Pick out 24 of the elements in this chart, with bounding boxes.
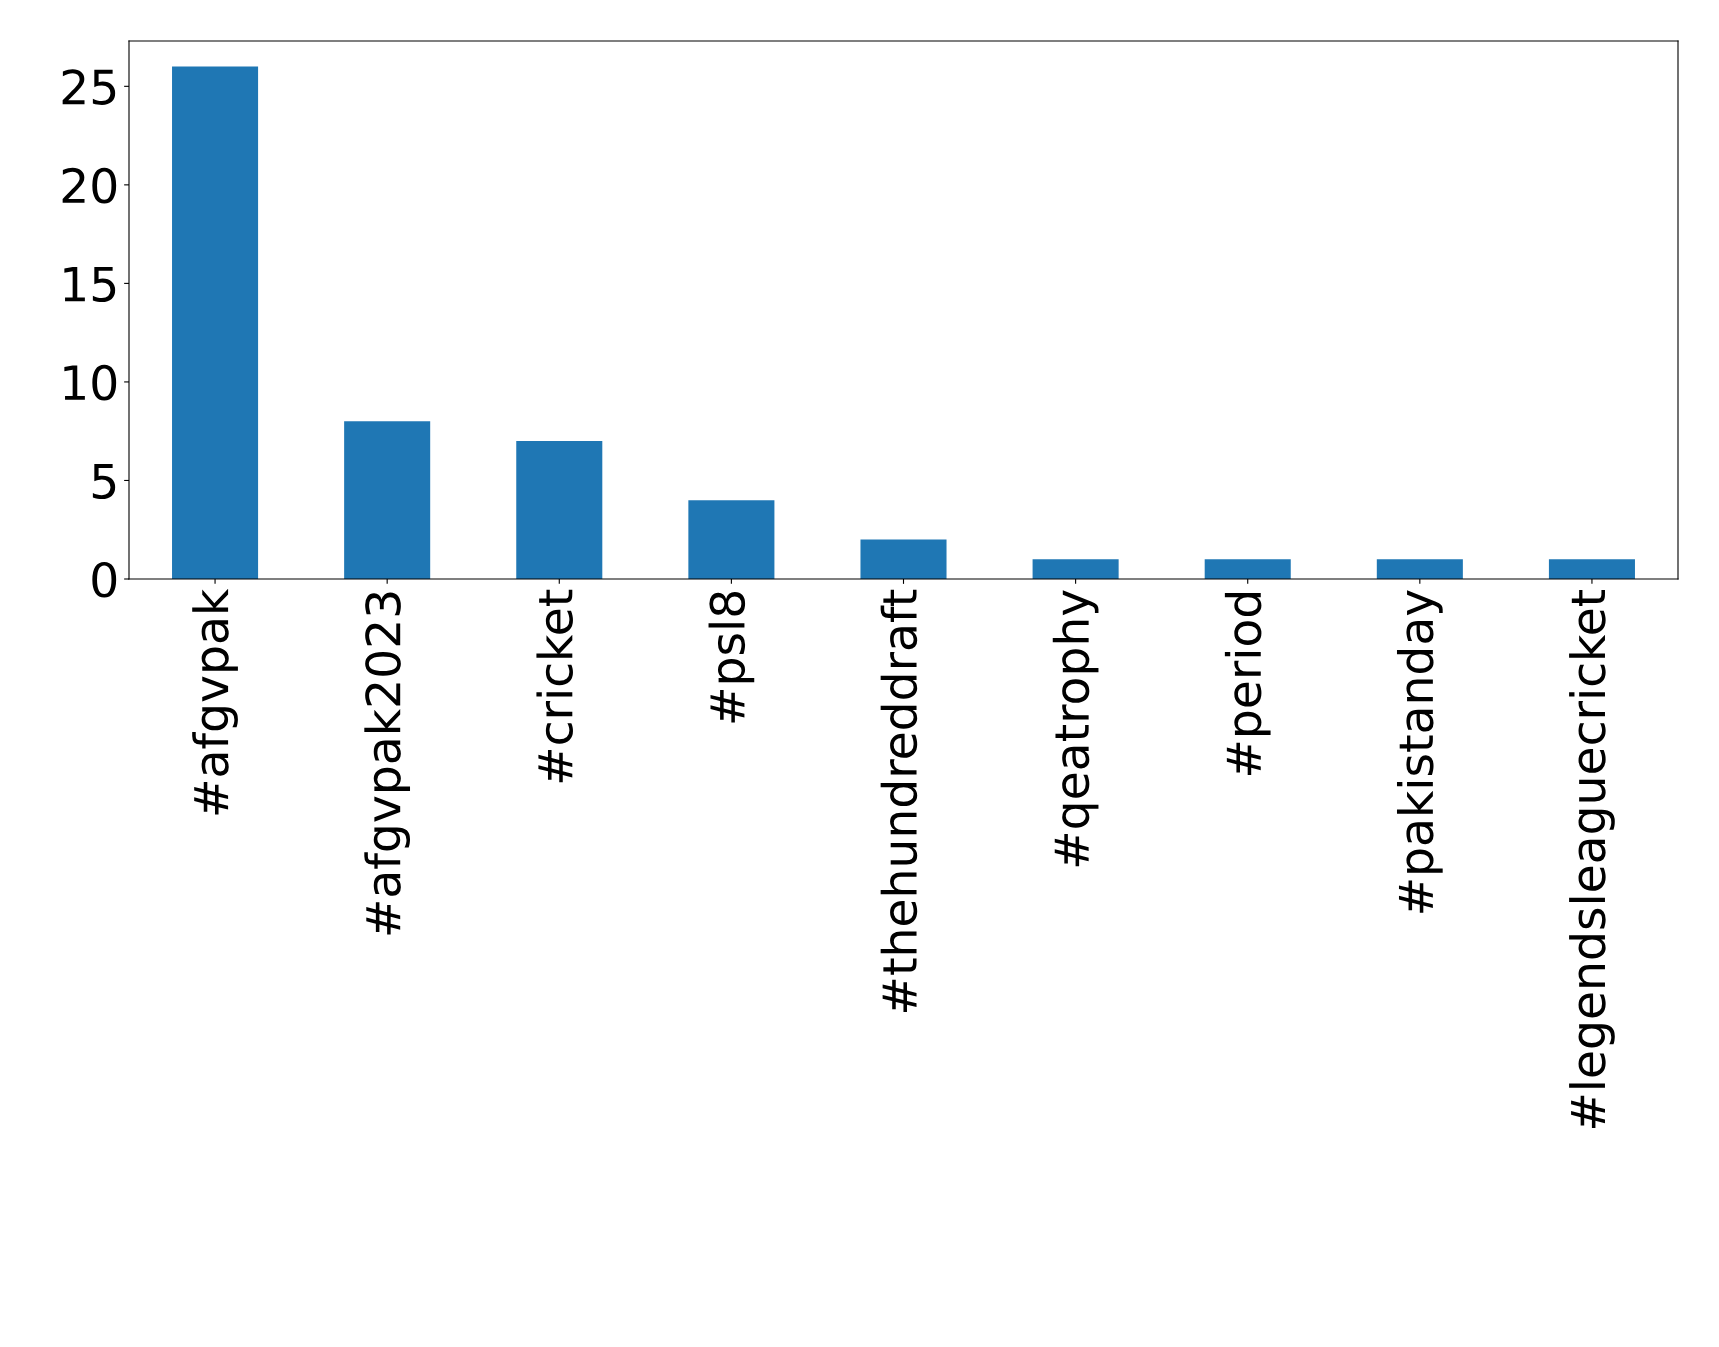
x-tick-label: #afgvpak	[192, 588, 238, 815]
y-tick-label: 5	[92, 463, 116, 500]
bar	[344, 421, 431, 579]
bar	[1032, 559, 1119, 579]
y-tick-label: 25	[62, 69, 116, 105]
bar	[172, 66, 259, 579]
x-tick-label: #qeatrophy	[1052, 590, 1099, 867]
x-tick-label: #psl8	[708, 591, 755, 723]
x-tick-label: #thehundreddraft	[880, 589, 918, 1012]
x-tick-label: #afgvpak2023	[364, 592, 411, 935]
x-tick-label: #legendsleaguecricket	[1569, 589, 1615, 1129]
bar	[1376, 559, 1463, 579]
y-tick-label: 10	[64, 364, 117, 401]
y-tick-label: 0	[92, 561, 117, 598]
bar	[688, 500, 775, 579]
x-tick-label: #period	[1224, 593, 1271, 776]
y-tick-label: 15	[64, 266, 116, 303]
bar	[1204, 559, 1291, 579]
x-tick-label: #pakistanday	[1396, 590, 1443, 913]
bar	[516, 441, 603, 579]
bar	[1548, 559, 1635, 579]
bar	[860, 539, 947, 579]
y-tick-label: 20	[62, 167, 117, 204]
x-tick-label: #cricket	[536, 589, 573, 783]
